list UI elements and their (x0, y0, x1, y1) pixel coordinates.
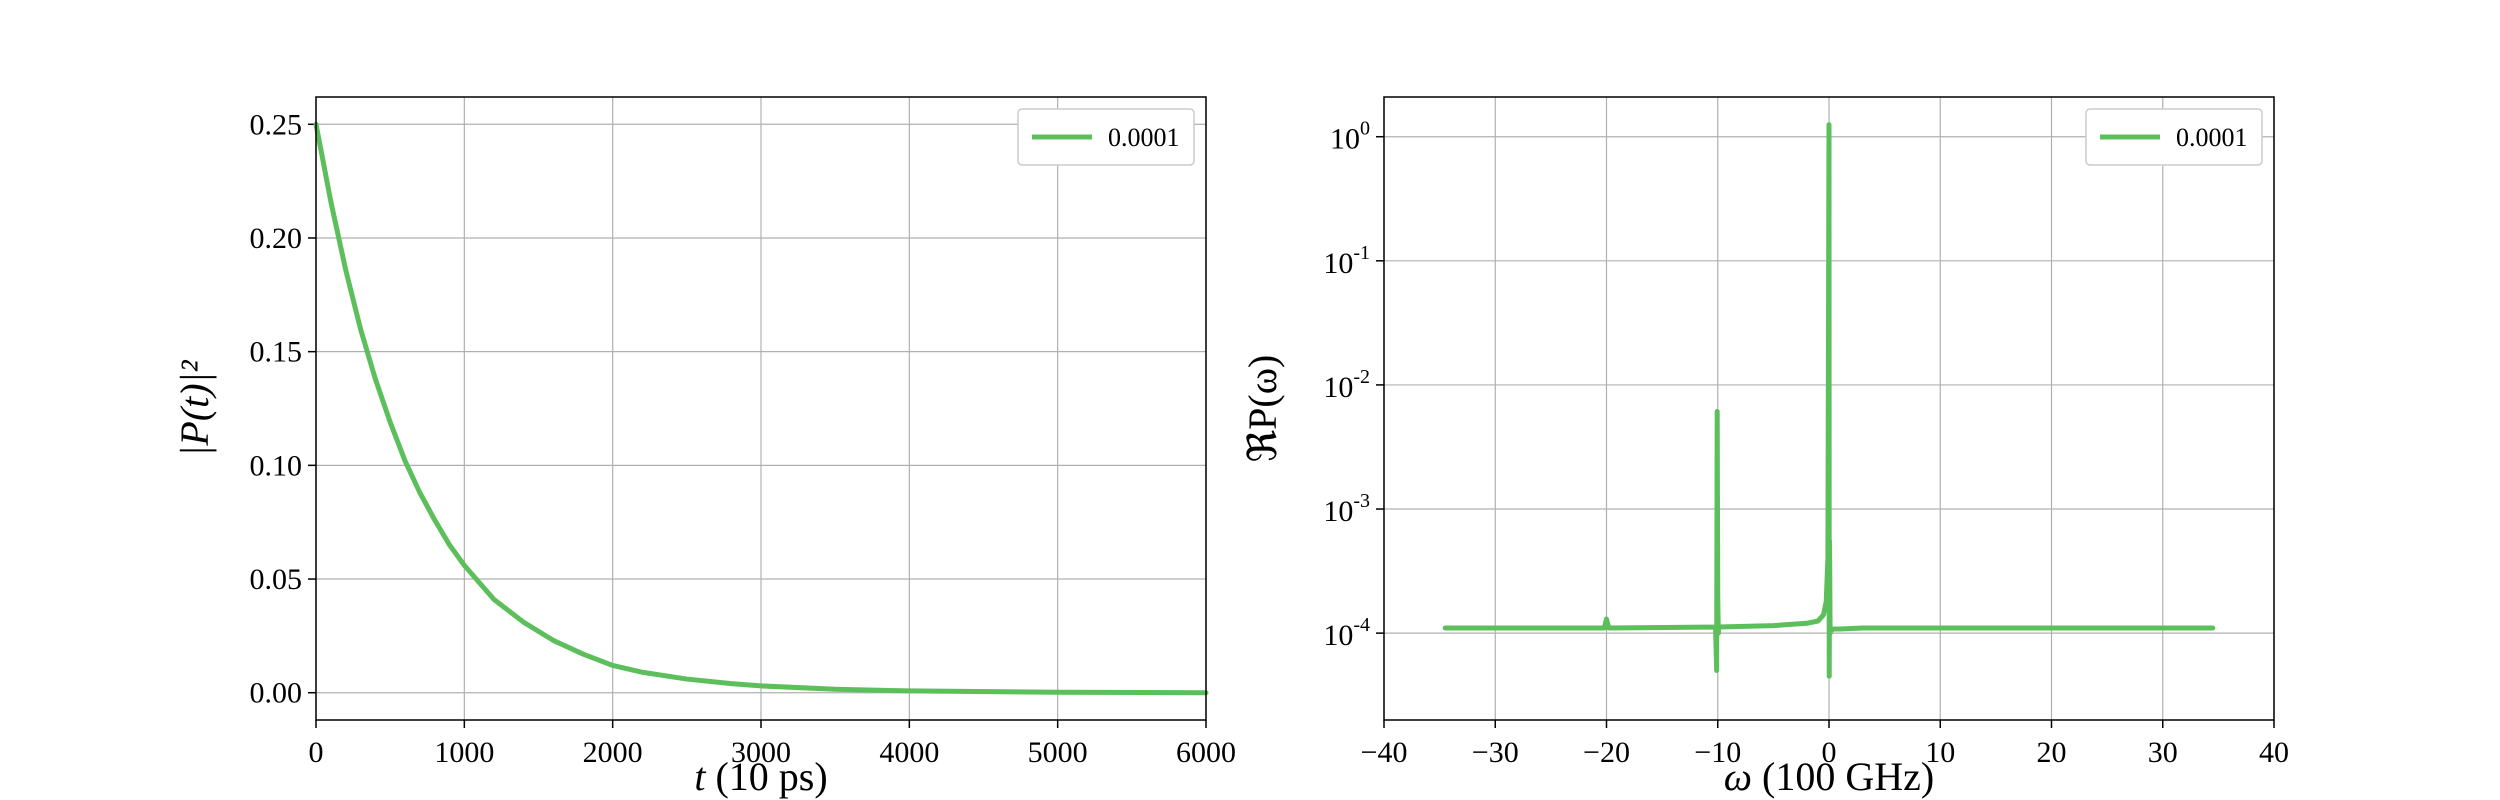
y-tick-label: 10-1 (1323, 242, 1370, 280)
x-tick-label: 5000 (1028, 736, 1088, 769)
x-tick-label: −10 (1694, 736, 1741, 769)
x-tick-label: 1000 (434, 736, 494, 769)
y-tick-label: 10-2 (1323, 366, 1370, 404)
right-legend: 0.0001 (2085, 108, 2263, 166)
right-legend-label: 0.0001 (2176, 123, 2248, 152)
left-x-axis-label: t (10 ps) (694, 754, 827, 799)
left-plot-frame (315, 96, 1207, 721)
x-tick-label: 0 (1822, 736, 1837, 769)
y-tick-label: 0.25 (250, 108, 303, 141)
left-legend: 0.0001 (1017, 108, 1195, 166)
x-tick-label: 20 (2037, 736, 2067, 769)
left-series (313, 121, 1209, 696)
left-legend-box (1017, 108, 1195, 166)
x-tick-label: −20 (1583, 736, 1630, 769)
right-x-axis-unit: (100 GHz) (1752, 754, 1934, 799)
x-tick-label: 4000 (879, 736, 939, 769)
series-line (1442, 122, 2216, 679)
right-series (1442, 122, 2216, 679)
x-tick-label: 10 (1925, 736, 1955, 769)
right-x-axis-var: ω (1724, 754, 1752, 799)
left-legend-label: 0.0001 (1108, 123, 1180, 152)
x-tick-label: 30 (2148, 736, 2178, 769)
right-y-axis-label: ℜP(ω) (1240, 355, 1285, 463)
series-line (313, 121, 1209, 696)
left-grid (315, 97, 1207, 720)
x-tick-label: 6000 (1176, 736, 1236, 769)
left-y-axis-label: |P(t)|² (172, 359, 217, 456)
y-tick-label: 0.20 (250, 222, 303, 255)
right-plot-frame (1383, 96, 2275, 721)
right-chart: −40 −30 −20 −10 0 10 20 30 40 100 10-1 10-2 10-3 10-4… (1240, 96, 2289, 799)
left-x-axis-var: t (694, 754, 706, 799)
y-tick-label: 0.10 (250, 449, 303, 482)
right-ticks: −40 −30 −20 −10 0 10 20 30 40 100 10-1 10-2 10-3 10-4 (1323, 118, 2289, 769)
y-tick-label: 0.15 (250, 336, 303, 369)
x-tick-label: 40 (2259, 736, 2289, 769)
left-x-axis-unit: (10 ps) (705, 754, 827, 799)
x-tick-label: 2000 (583, 736, 643, 769)
left-chart: 0 1000 2000 3000 4000 5000 6000 0.00 0.05 0.10 0.1… (172, 96, 1237, 799)
x-tick-label: 0 (309, 736, 324, 769)
right-x-axis-label: ω (100 GHz) (1724, 754, 1934, 799)
y-tick-label: 100 (1330, 118, 1370, 156)
right-legend-box (2085, 108, 2263, 166)
y-tick-label: 0.00 (250, 677, 303, 710)
x-tick-label: −40 (1361, 736, 1408, 769)
x-tick-label: −30 (1472, 736, 1519, 769)
y-tick-label: 10-4 (1323, 614, 1370, 652)
left-ticks: 0 1000 2000 3000 4000 5000 6000 0.00 0.05 0.10 0.1… (250, 108, 1237, 769)
y-tick-label: 10-3 (1323, 490, 1370, 528)
y-tick-label: 0.05 (250, 563, 303, 596)
x-tick-label: 3000 (731, 736, 791, 769)
